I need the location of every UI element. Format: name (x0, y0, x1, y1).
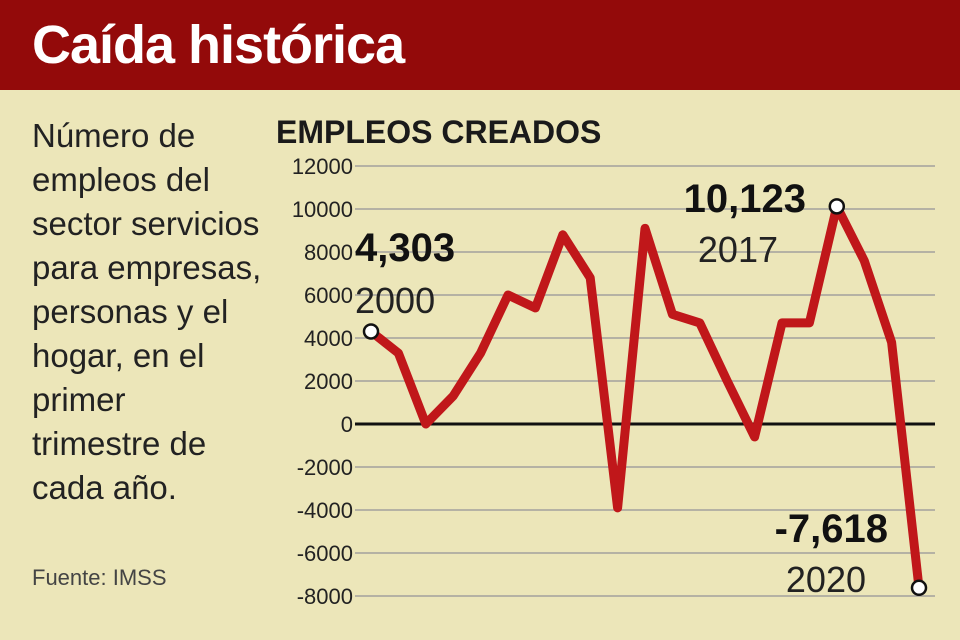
y-tick-label: 8000 (304, 240, 353, 265)
y-tick-label: -6000 (297, 541, 353, 566)
data-point-marker (828, 198, 846, 215)
y-tick-label: 2000 (304, 369, 353, 394)
data-point-marker (362, 323, 380, 340)
series-line (366, 201, 924, 593)
data-label-value: -7,618 (775, 507, 888, 551)
y-tick-label: -8000 (297, 584, 353, 609)
y-tick-label: 4000 (304, 326, 353, 351)
y-tick-label: 6000 (304, 283, 353, 308)
description: Número de empleos del sector servicios p… (32, 117, 262, 506)
y-tick-label: -2000 (297, 455, 353, 480)
source-note: Fuente: IMSS (32, 565, 167, 590)
data-point-marker (910, 579, 928, 597)
data-label-value: 4,303 (355, 226, 455, 270)
data-label-year: 2020 (786, 559, 866, 600)
y-tick-label: 10000 (292, 197, 353, 222)
data-label-year: 2000 (355, 280, 435, 321)
page-title: Caída histórica (32, 15, 405, 75)
y-tick-label: 12000 (292, 154, 353, 179)
header-bar: Caída histórica (0, 0, 960, 90)
y-tick-label: -4000 (297, 498, 353, 523)
data-label-year: 2017 (698, 229, 778, 270)
data-label-value: 10,123 (684, 177, 806, 221)
y-tick-label: 0 (341, 412, 353, 437)
chart-title: EMPLEOS CREADOS (276, 114, 602, 150)
